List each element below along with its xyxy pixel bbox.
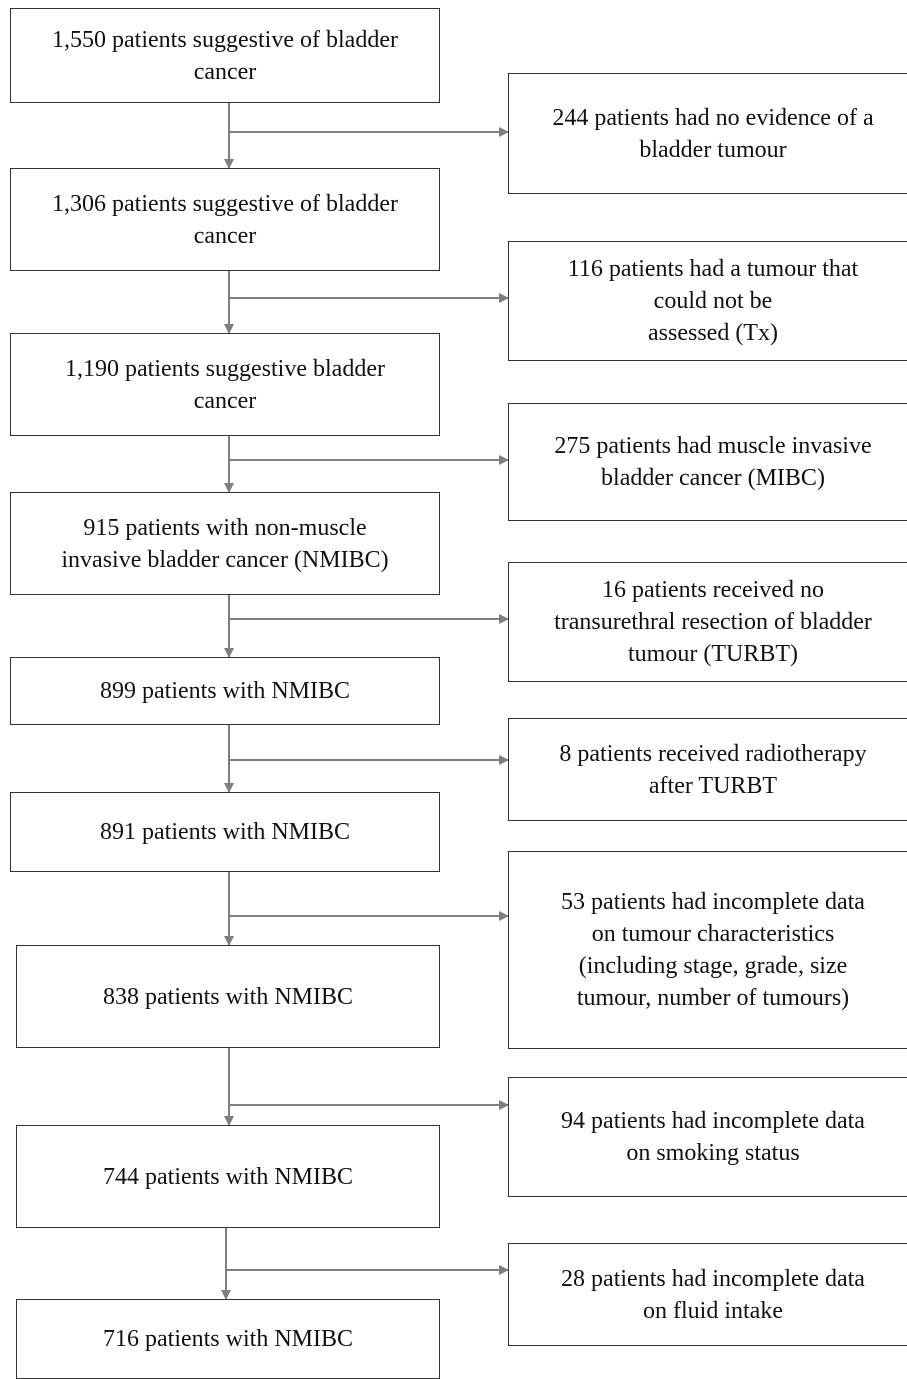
exclusion-box-4: 16 patients received no transurethral re… xyxy=(508,562,907,682)
exclusion-box-3: 275 patients had muscle invasive bladder… xyxy=(508,403,907,521)
exclusion-box-3-label: 275 patients had muscle invasive bladder… xyxy=(554,433,872,491)
flow-box-3-label: 1,190 patients suggestive bladder cancer xyxy=(65,355,385,414)
exclusion-box-1-label: 244 patients had no evidence of a bladde… xyxy=(552,104,874,163)
exclusion-box-1: 244 patients had no evidence of a bladde… xyxy=(508,73,907,194)
flow-box-5: 899 patients with NMIBC xyxy=(10,657,440,725)
flow-box-3: 1,190 patients suggestive bladder cancer xyxy=(10,333,440,436)
exclusion-box-8: 28 patients had incomplete data on fluid… xyxy=(508,1243,907,1346)
flow-box-9-label: 716 patients with NMIBC xyxy=(103,1326,353,1352)
exclusion-box-5: 8 patients received radiotherapy after T… xyxy=(508,718,907,821)
exclusion-box-2-label: 116 patients had a tumour that could not… xyxy=(567,256,859,346)
flow-box-5-label: 899 patients with NMIBC xyxy=(100,678,350,704)
flow-box-2: 1,306 patients suggestive of bladder can… xyxy=(10,168,440,271)
flow-box-6-label: 891 patients with NMIBC xyxy=(100,819,350,845)
exclusion-box-8-label: 28 patients had incomplete data on fluid… xyxy=(561,1265,865,1324)
flow-box-2-label: 1,306 patients suggestive of bladder can… xyxy=(52,190,398,249)
exclusion-box-7: 94 patients had incomplete data on smoki… xyxy=(508,1077,907,1197)
flow-box-9: 716 patients with NMIBC xyxy=(16,1299,440,1379)
exclusion-box-6: 53 patients had incomplete data on tumou… xyxy=(508,851,907,1049)
exclusion-box-7-label: 94 patients had incomplete data on smoki… xyxy=(561,1108,865,1166)
flow-box-7: 838 patients with NMIBC xyxy=(16,945,440,1048)
flow-box-1-label: 1,550 patients suggestive of bladder can… xyxy=(52,26,398,85)
exclusion-box-5-label: 8 patients received radiotherapy after T… xyxy=(559,740,867,799)
exclusion-box-6-label: 53 patients had incomplete data on tumou… xyxy=(561,889,865,1011)
flow-box-8: 744 patients with NMIBC xyxy=(16,1125,440,1228)
exclusion-box-2: 116 patients had a tumour that could not… xyxy=(508,241,907,361)
flow-box-4: 915 patients with non-muscle invasive bl… xyxy=(10,492,440,595)
flow-box-6: 891 patients with NMIBC xyxy=(10,792,440,872)
flow-box-4-label: 915 patients with non-muscle invasive bl… xyxy=(61,514,389,573)
flow-box-7-label: 838 patients with NMIBC xyxy=(103,983,353,1010)
flow-box-8-label: 744 patients with NMIBC xyxy=(103,1163,353,1190)
exclusion-box-4-label: 16 patients received no transurethral re… xyxy=(554,577,872,667)
flow-box-1: 1,550 patients suggestive of bladder can… xyxy=(10,8,440,103)
